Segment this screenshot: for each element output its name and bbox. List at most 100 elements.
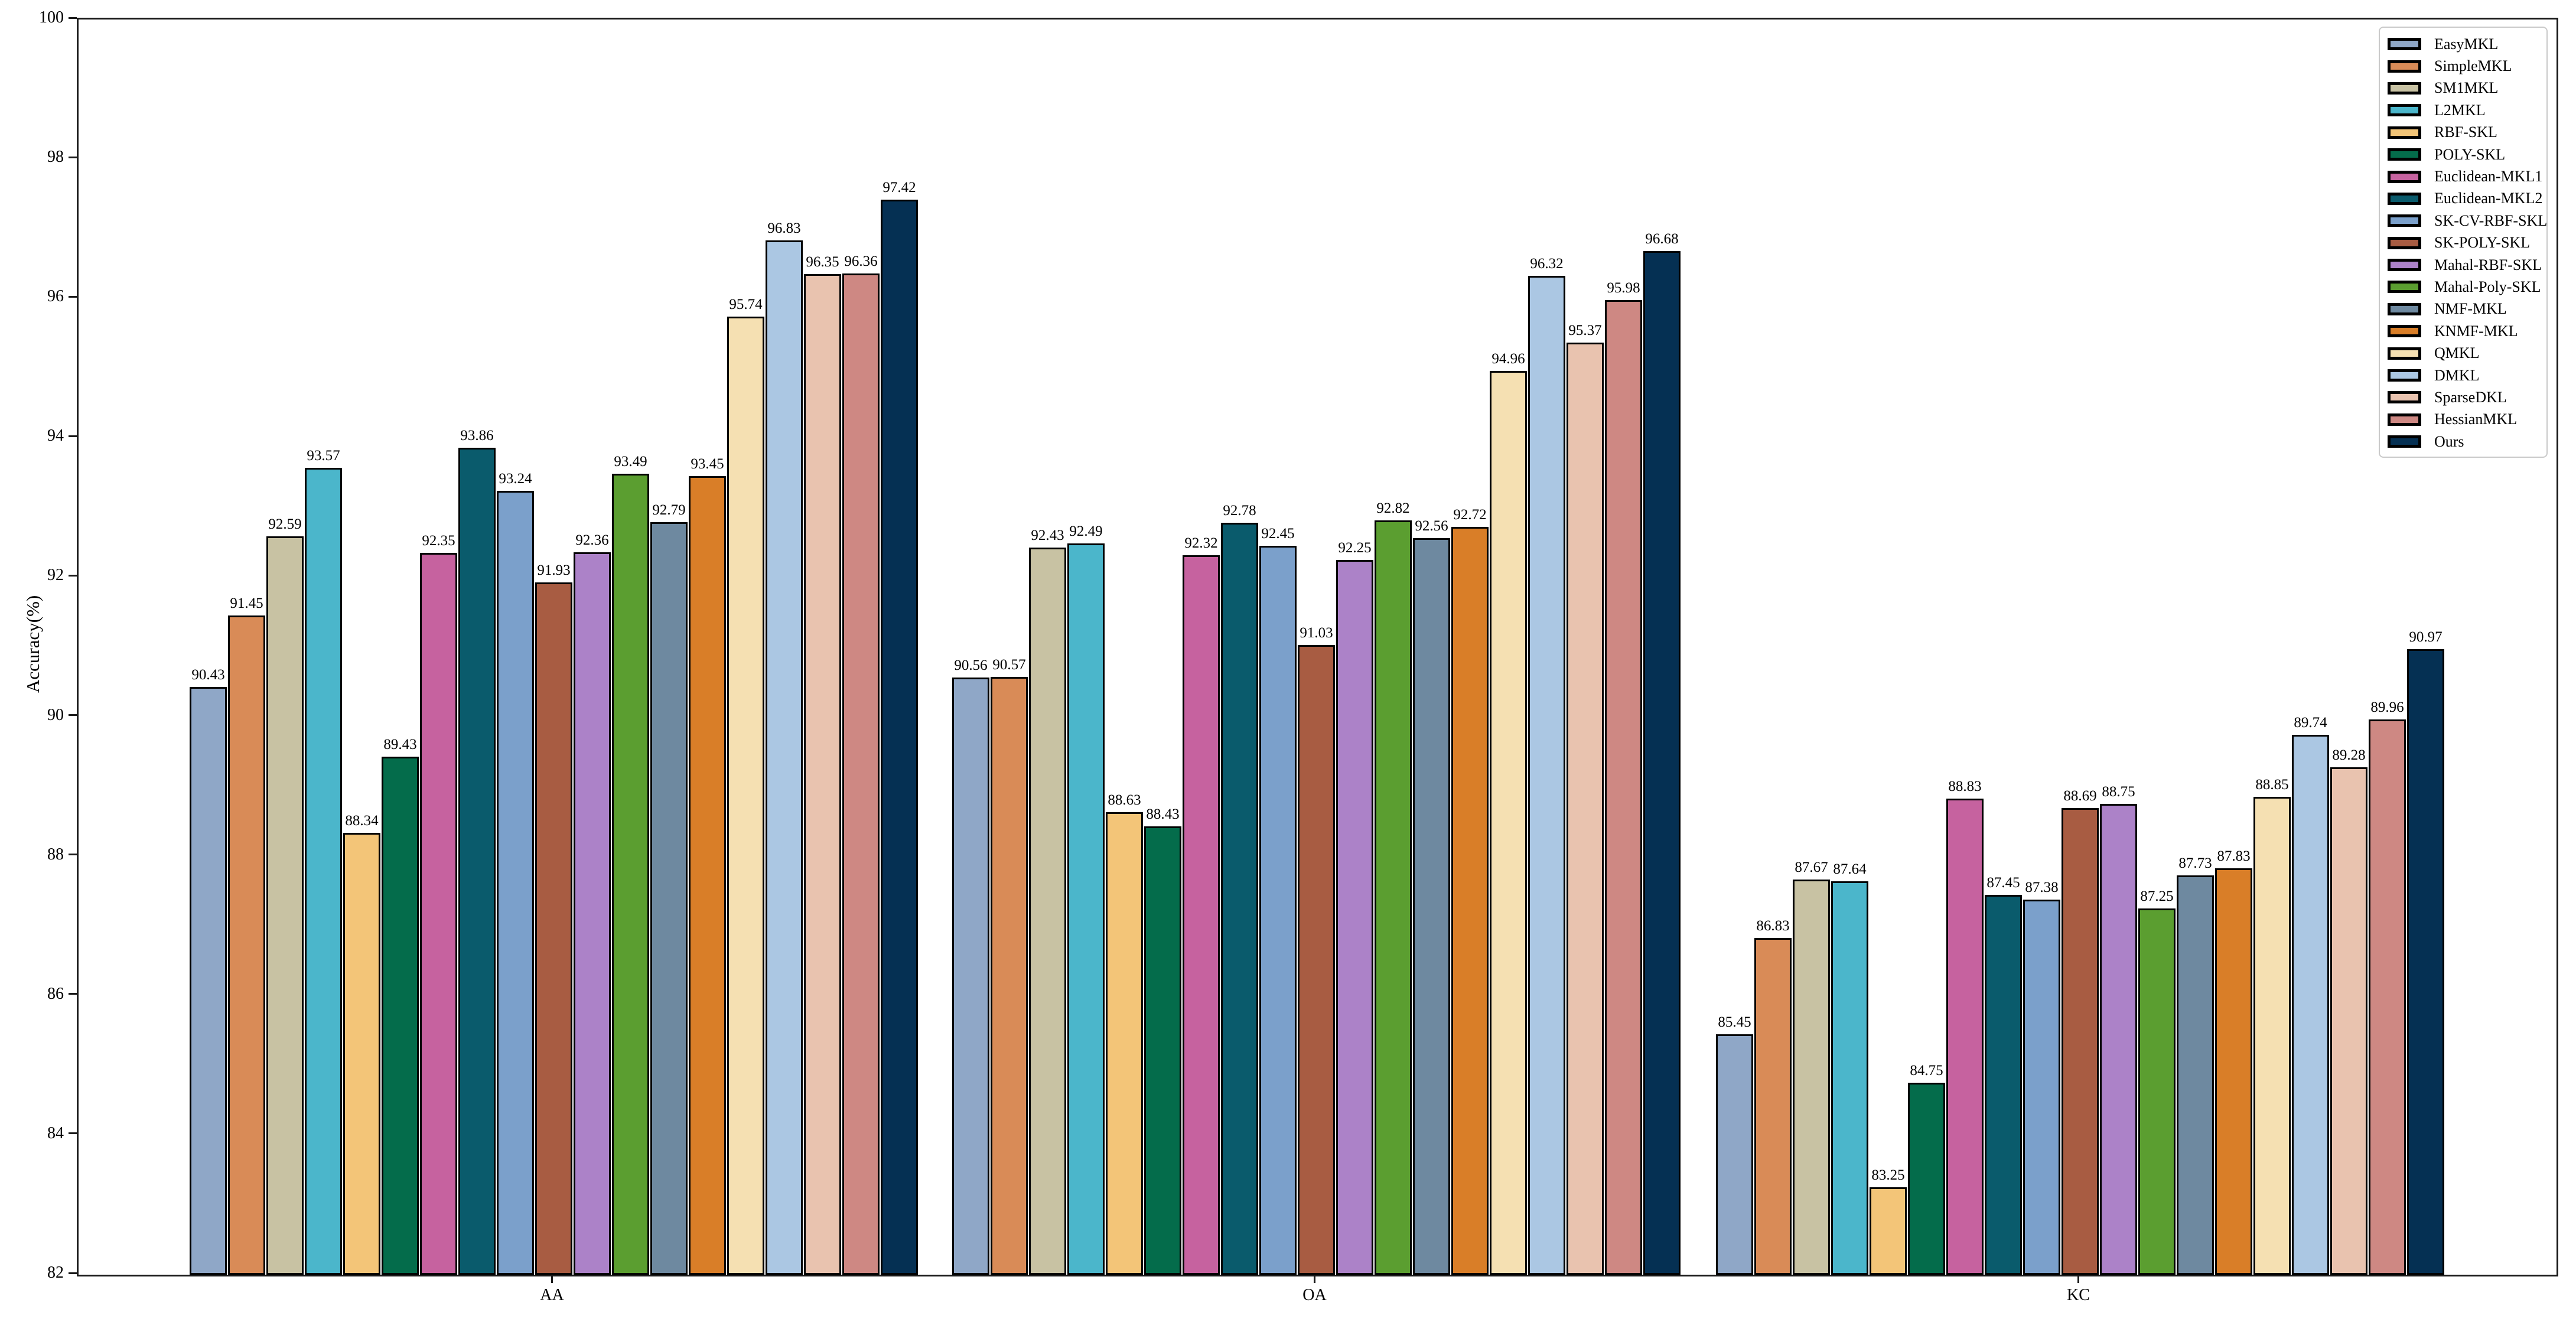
- y-tick-mark: [69, 574, 77, 577]
- bar-value-label: 95.74: [729, 296, 763, 312]
- bar-HessianMKL-AA: [842, 273, 880, 1275]
- legend-label: POLY-SKL: [2434, 145, 2506, 163]
- legend: EasyMKL SimpleMKL SM1MKL L2MKL RBF-SKL POLY-S…: [2379, 27, 2548, 458]
- bar-value-label: 89.96: [2370, 699, 2404, 716]
- bar-value-label: 91.03: [1300, 624, 1333, 641]
- bar-value-label: 96.36: [844, 253, 878, 269]
- bar-DMKL-AA: [766, 240, 803, 1275]
- y-tick-label: 82: [47, 1263, 64, 1282]
- bar-RBF-SKL-OA: [1106, 812, 1143, 1275]
- legend-swatch: [2388, 347, 2421, 360]
- bar-value-label: 92.35: [422, 533, 455, 549]
- bar-value-label: 90.57: [992, 657, 1026, 673]
- bar-value-label: 92.43: [1031, 527, 1064, 543]
- legend-label: Ours: [2434, 432, 2464, 450]
- legend-label: Mahal-Poly-SKL: [2434, 278, 2541, 295]
- bar-value-label: 92.59: [268, 516, 302, 532]
- legend-swatch: [2388, 391, 2421, 404]
- legend-item-POLY-SKL: POLY-SKL: [2388, 144, 2546, 165]
- legend-swatch: [2388, 148, 2421, 161]
- legend-swatch: [2388, 214, 2421, 227]
- bar-NMF-MKL-OA: [1413, 538, 1450, 1275]
- bar-SM1MKL-OA: [1029, 547, 1066, 1275]
- legend-item-RBF-SKL: RBF-SKL: [2388, 122, 2546, 144]
- x-tick-label-KC: KC: [2067, 1286, 2090, 1304]
- y-tick-label: 96: [47, 287, 64, 306]
- bar-NMF-MKL-KC: [2177, 875, 2214, 1275]
- legend-label: Euclidean-MKL1: [2434, 168, 2543, 185]
- bar-SK-CV-RBF-SKL-AA: [497, 491, 534, 1275]
- legend-label: QMKL: [2434, 344, 2480, 362]
- legend-item-KNMF-MKL: KNMF-MKL: [2388, 320, 2546, 342]
- legend-item-Ours: Ours: [2388, 431, 2546, 452]
- legend-label: RBF-SKL: [2434, 123, 2497, 141]
- bar-value-label: 88.83: [1948, 778, 1982, 794]
- bar-Euclidean-MKL2-KC: [1985, 894, 2022, 1275]
- legend-swatch: [2388, 236, 2421, 249]
- bar-Ours-OA: [1643, 250, 1681, 1275]
- bar-value-label: 84.75: [1910, 1063, 1943, 1079]
- legend-label: EasyMKL: [2434, 35, 2499, 53]
- bar-SK-POLY-SKL-AA: [535, 582, 572, 1275]
- bar-HessianMKL-KC: [2369, 719, 2406, 1275]
- bar-SimpleMKL-KC: [1754, 937, 1792, 1275]
- legend-swatch: [2388, 192, 2421, 205]
- legend-item-HessianMKL: HessianMKL: [2388, 409, 2546, 431]
- bar-value-label: 93.45: [691, 456, 724, 473]
- legend-swatch: [2388, 281, 2421, 294]
- x-tick-mark: [1314, 1275, 1315, 1283]
- y-tick-label: 84: [47, 1123, 64, 1142]
- legend-label: SimpleMKL: [2434, 57, 2512, 75]
- legend-item-Euclidean-MKL2: Euclidean-MKL2: [2388, 188, 2546, 210]
- bar-value-label: 88.69: [2063, 788, 2097, 805]
- y-tick-mark: [69, 1272, 77, 1274]
- legend-item-EasyMKL: EasyMKL: [2388, 33, 2546, 55]
- bar-value-label: 96.68: [1645, 230, 1679, 247]
- bar-POLY-SKL-OA: [1144, 826, 1181, 1275]
- x-tick-mark: [551, 1275, 553, 1283]
- bar-value-label: 92.32: [1184, 535, 1218, 551]
- legend-label: SparseDKL: [2434, 388, 2507, 406]
- legend-swatch: [2388, 259, 2421, 272]
- y-tick-label: 98: [47, 148, 64, 167]
- legend-label: Euclidean-MKL2: [2434, 190, 2543, 207]
- bar-value-label: 90.56: [954, 657, 988, 674]
- x-tick-label-AA: AA: [540, 1286, 564, 1304]
- bar-QMKL-AA: [727, 316, 764, 1275]
- bar-POLY-SKL-AA: [382, 756, 419, 1275]
- legend-item-SK-POLY-SKL: SK-POLY-SKL: [2388, 232, 2546, 254]
- bar-value-label: 86.83: [1756, 917, 1790, 934]
- bar-value-label: 93.24: [499, 471, 532, 487]
- bar-value-label: 89.74: [2294, 715, 2327, 731]
- y-tick-label: 86: [47, 984, 64, 1003]
- bar-Ours-AA: [881, 199, 918, 1275]
- bar-value-label: 92.45: [1261, 526, 1295, 542]
- legend-swatch: [2388, 126, 2421, 139]
- bar-SparseDKL-AA: [804, 273, 841, 1275]
- bar-value-label: 96.35: [806, 253, 839, 270]
- legend-item-NMF-MKL: NMF-MKL: [2388, 298, 2546, 320]
- legend-swatch: [2388, 413, 2421, 426]
- bar-value-label: 92.82: [1376, 500, 1410, 516]
- bar-SM1MKL-AA: [266, 536, 304, 1275]
- y-tick-mark: [69, 17, 77, 19]
- legend-item-L2MKL: L2MKL: [2388, 99, 2546, 121]
- bar-SK-POLY-SKL-OA: [1298, 644, 1335, 1275]
- bar-L2MKL-AA: [305, 468, 342, 1275]
- bar-HessianMKL-OA: [1605, 299, 1642, 1275]
- bar-Mahal-RBF-SKL-AA: [574, 552, 611, 1275]
- legend-swatch: [2388, 325, 2421, 338]
- bar-SK-CV-RBF-SKL-OA: [1259, 546, 1297, 1275]
- y-tick-mark: [69, 714, 77, 717]
- bar-value-label: 90.43: [191, 666, 225, 683]
- bar-value-label: 87.45: [1986, 874, 2020, 891]
- legend-label: KNMF-MKL: [2434, 322, 2518, 340]
- y-tick-mark: [69, 993, 77, 995]
- bar-DMKL-OA: [1528, 276, 1565, 1275]
- legend-label: HessianMKL: [2434, 411, 2518, 428]
- legend-label: SK-CV-RBF-SKL: [2434, 211, 2548, 229]
- bar-value-label: 92.36: [575, 532, 609, 548]
- bar-value-label: 88.63: [1108, 792, 1141, 809]
- bar-SimpleMKL-AA: [228, 615, 265, 1275]
